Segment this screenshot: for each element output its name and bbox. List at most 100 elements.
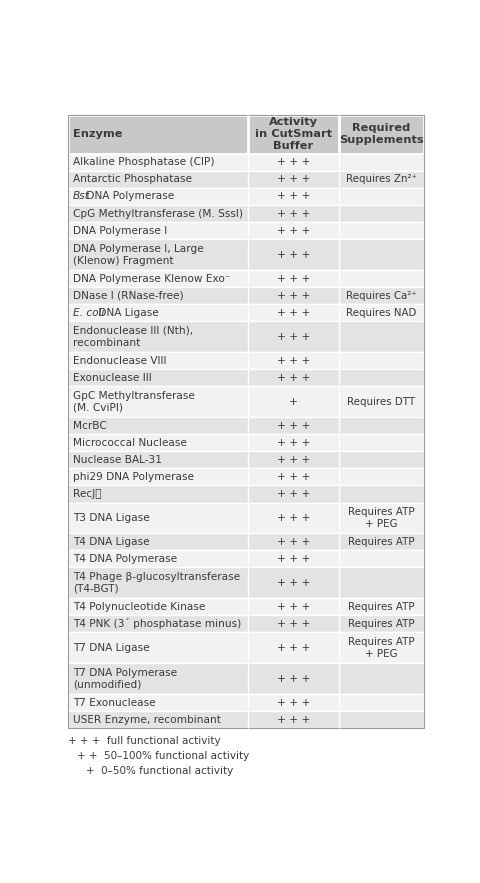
- Text: + + +: + + +: [276, 619, 310, 629]
- Text: Requires Ca²⁺: Requires Ca²⁺: [346, 291, 417, 300]
- Text: DNA Polymerase I, Large
(Klenow) Fragment: DNA Polymerase I, Large (Klenow) Fragmen…: [73, 244, 204, 266]
- Text: + +  50–100% functional activity: + + 50–100% functional activity: [77, 751, 249, 761]
- Bar: [68, 223, 424, 239]
- Bar: [68, 663, 424, 694]
- Text: T7 DNA Ligase: T7 DNA Ligase: [73, 643, 150, 653]
- Bar: [68, 694, 424, 711]
- Bar: [68, 434, 424, 451]
- Bar: [68, 115, 424, 154]
- Text: GpC Methyltransferase
(M. CviPI): GpC Methyltransferase (M. CviPI): [73, 390, 195, 412]
- Text: CpG Methyltransferase (M. SssI): CpG Methyltransferase (M. SssI): [73, 208, 243, 218]
- Text: + + +: + + +: [276, 226, 310, 236]
- Bar: [68, 632, 424, 663]
- Text: + + +: + + +: [276, 192, 310, 201]
- Bar: [68, 468, 424, 486]
- Text: + + +: + + +: [276, 438, 310, 448]
- Bar: [68, 369, 424, 386]
- Text: + + +: + + +: [276, 554, 310, 564]
- Text: + + +: + + +: [276, 420, 310, 431]
- Text: T7 Exonuclease: T7 Exonuclease: [73, 698, 156, 707]
- Text: + + +: + + +: [276, 157, 310, 167]
- Text: + + +: + + +: [276, 537, 310, 547]
- Text: + + +: + + +: [276, 698, 310, 707]
- Text: T4 Polynucleotide Kinase: T4 Polynucleotide Kinase: [73, 602, 205, 612]
- Bar: [68, 188, 424, 205]
- Text: + + +: + + +: [276, 577, 310, 588]
- Text: Requires ATP
+ PEG: Requires ATP + PEG: [348, 637, 415, 659]
- Text: RecJ₏: RecJ₏: [73, 489, 102, 499]
- Bar: [68, 568, 424, 599]
- Text: Requires ATP: Requires ATP: [348, 619, 415, 629]
- Text: Endonuclease VIII: Endonuclease VIII: [73, 356, 167, 366]
- Text: DNA Ligase: DNA Ligase: [96, 307, 159, 318]
- Text: Requires Zn²⁺: Requires Zn²⁺: [346, 174, 417, 185]
- Text: E. coli: E. coli: [73, 307, 104, 318]
- Bar: [68, 170, 424, 188]
- Text: Requires ATP: Requires ATP: [348, 537, 415, 547]
- Bar: [68, 352, 424, 369]
- Text: Requires NAD: Requires NAD: [346, 307, 417, 318]
- Text: T4 DNA Polymerase: T4 DNA Polymerase: [73, 554, 177, 564]
- Text: + + +: + + +: [276, 274, 310, 283]
- Text: + + +: + + +: [276, 602, 310, 612]
- Text: Micrococcal Nuclease: Micrococcal Nuclease: [73, 438, 187, 448]
- Bar: [68, 270, 424, 287]
- Text: + + +: + + +: [276, 643, 310, 653]
- Text: Requires ATP
+ PEG: Requires ATP + PEG: [348, 507, 415, 529]
- Text: T3 DNA Ligase: T3 DNA Ligase: [73, 513, 150, 523]
- Bar: [68, 154, 424, 170]
- Text: + + +: + + +: [276, 174, 310, 185]
- Bar: [68, 287, 424, 304]
- Bar: [68, 321, 424, 352]
- Text: DNA Polymerase Klenow Exo⁻: DNA Polymerase Klenow Exo⁻: [73, 274, 230, 283]
- Text: + + +: + + +: [276, 332, 310, 342]
- Text: +: +: [289, 396, 298, 407]
- Text: T4 Phage β-glucosyltransferase
(T4-BGT): T4 Phage β-glucosyltransferase (T4-BGT): [73, 572, 240, 594]
- Bar: [68, 386, 424, 417]
- Text: + + +: + + +: [276, 208, 310, 218]
- Text: + + +: + + +: [276, 489, 310, 499]
- Text: Alkaline Phosphatase (CIP): Alkaline Phosphatase (CIP): [73, 157, 215, 167]
- Text: Enzyme: Enzyme: [73, 130, 122, 140]
- Text: + + +: + + +: [276, 356, 310, 366]
- Text: + + +: + + +: [276, 291, 310, 300]
- Text: + + +: + + +: [276, 307, 310, 318]
- Text: Required
Supplements: Required Supplements: [339, 124, 424, 146]
- Bar: [68, 711, 424, 728]
- Bar: [68, 599, 424, 615]
- Bar: [68, 533, 424, 550]
- Bar: [68, 417, 424, 434]
- Text: Bst: Bst: [73, 192, 90, 201]
- Text: USER Enzyme, recombinant: USER Enzyme, recombinant: [73, 714, 221, 725]
- Text: + + +: + + +: [276, 714, 310, 725]
- Text: McrBC: McrBC: [73, 420, 107, 431]
- Bar: [68, 502, 424, 533]
- Text: + + +: + + +: [276, 373, 310, 382]
- Text: + + +: + + +: [276, 455, 310, 464]
- Text: Nuclease BAL-31: Nuclease BAL-31: [73, 455, 162, 464]
- Text: Requires ATP: Requires ATP: [348, 602, 415, 612]
- Text: DNase I (RNase-free): DNase I (RNase-free): [73, 291, 184, 300]
- Text: T4 PNK (3´ phosphatase minus): T4 PNK (3´ phosphatase minus): [73, 618, 241, 630]
- Text: phi29 DNA Polymerase: phi29 DNA Polymerase: [73, 472, 194, 482]
- Text: + + +  full functional activity: + + + full functional activity: [68, 736, 220, 746]
- Text: + + +: + + +: [276, 250, 310, 260]
- Text: T7 DNA Polymerase
(unmodified): T7 DNA Polymerase (unmodified): [73, 668, 177, 690]
- Text: Endonuclease III (Nth),
recombinant: Endonuclease III (Nth), recombinant: [73, 326, 193, 348]
- Bar: [68, 550, 424, 568]
- Bar: [68, 615, 424, 632]
- Text: + + +: + + +: [276, 674, 310, 683]
- Text: + + +: + + +: [276, 472, 310, 482]
- Bar: [68, 304, 424, 321]
- Text: DNA Polymerase I: DNA Polymerase I: [73, 226, 168, 236]
- Bar: [68, 451, 424, 468]
- Bar: [68, 205, 424, 223]
- Text: + + +: + + +: [276, 513, 310, 523]
- Bar: [68, 486, 424, 502]
- Text: Requires DTT: Requires DTT: [348, 396, 416, 407]
- Text: DNA Polymerase: DNA Polymerase: [83, 192, 174, 201]
- Text: Exonuclease III: Exonuclease III: [73, 373, 152, 382]
- Text: T4 DNA Ligase: T4 DNA Ligase: [73, 537, 150, 547]
- Text: Antarctic Phosphatase: Antarctic Phosphatase: [73, 174, 192, 185]
- Bar: [68, 239, 424, 270]
